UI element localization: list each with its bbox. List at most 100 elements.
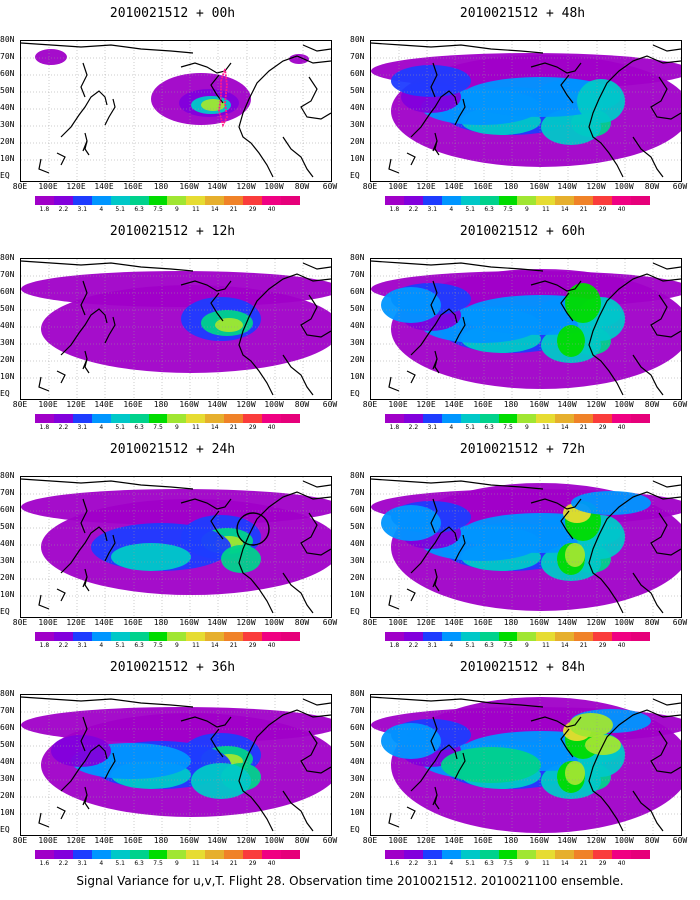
- lat-tick-label: 10N: [350, 155, 365, 163]
- colorbar-label: 7.5: [503, 424, 513, 431]
- colorbar-swatch: [460, 414, 480, 423]
- coastline: [434, 358, 440, 374]
- coastline: [410, 308, 458, 356]
- colorbar-label: 2.2: [58, 206, 69, 213]
- colorbar-swatch: [498, 850, 518, 859]
- coastline: [56, 588, 66, 602]
- colorbar-label: 21: [229, 860, 238, 867]
- coastline: [410, 526, 458, 574]
- colorbar-label: 11: [192, 860, 200, 867]
- colorbar-swatch: [148, 850, 168, 859]
- lon-tick-label: 120E: [66, 836, 86, 845]
- lon-tick-label: 160E: [473, 182, 493, 191]
- colorbar-label: 1.8: [39, 424, 50, 431]
- lat-tick-label: 30N: [0, 775, 15, 783]
- lon-tick-label: 100W: [264, 618, 284, 627]
- map-svg: [371, 41, 681, 181]
- panel-title: 2010021512 + 84h: [459, 660, 586, 675]
- lon-tick-label: 160W: [529, 836, 549, 845]
- lat-tick-label: 40N: [0, 322, 15, 330]
- colorbar-label: 3.1: [77, 206, 88, 213]
- lon-tick-label: 180: [153, 618, 169, 627]
- lat-tick-label: 50N: [0, 305, 15, 313]
- lon-tick-label: 140W: [557, 836, 577, 845]
- lon-tick-label: 80W: [644, 182, 660, 191]
- colorbar-label: 29: [248, 642, 257, 649]
- colorbar-label: 5.1: [115, 642, 125, 649]
- lon-tick-label: 160W: [529, 400, 549, 409]
- coastline: [302, 480, 331, 488]
- colorbar-labels: 1.6 2.2 3.1 4 5.1 6.3 7.5 9 11 14 21 29 40: [378, 861, 658, 869]
- colorbar: [35, 850, 300, 859]
- coastline: [371, 42, 544, 54]
- flight-track: [218, 68, 228, 128]
- coastline: [588, 491, 681, 614]
- lat-tick-label: 50N: [0, 523, 15, 531]
- coastline: [454, 534, 466, 562]
- colorbar-swatch: [129, 850, 149, 859]
- colorbar-label: 1.8: [389, 206, 400, 213]
- lon-tick-label: 140E: [94, 400, 114, 409]
- lon-tick-label: 80W: [294, 836, 310, 845]
- lat-tick-label: 30N: [0, 121, 15, 129]
- lon-tick-label: 140W: [557, 618, 577, 627]
- colorbar-swatch: [441, 850, 461, 859]
- colorbar-label: 5.1: [115, 860, 125, 867]
- lon-tick-label: 180: [153, 182, 169, 191]
- lon-tick-label: 80W: [644, 618, 660, 627]
- coastline: [282, 354, 314, 396]
- variance-contour: [381, 287, 441, 323]
- lat-tick-label: 80N: [350, 254, 365, 262]
- colorbar: [35, 414, 300, 423]
- colorbar-label: 7.5: [153, 642, 163, 649]
- coastline: [60, 744, 108, 792]
- colorbar-swatch: [574, 196, 594, 205]
- coastline: [371, 478, 544, 490]
- lat-tick-label: 30N: [350, 121, 365, 129]
- colorbar-label: 29: [248, 424, 257, 431]
- lon-tick-label: 60W: [672, 618, 688, 627]
- colorbar-swatch: [441, 632, 461, 641]
- lat-tick-label: 40N: [350, 104, 365, 112]
- colorbar-label: 11: [192, 206, 200, 213]
- colorbar-labels: 1.8 2.2 3.1 4 5.1 6.3 7.5 9 11 14 21 29 40: [28, 425, 308, 433]
- coastline: [84, 140, 90, 156]
- lat-tick-label: 30N: [0, 339, 15, 347]
- variance-contour: [571, 491, 651, 515]
- colorbar-label: 21: [579, 206, 588, 213]
- colorbar-swatch: [574, 632, 594, 641]
- colorbar-swatch: [517, 196, 537, 205]
- coastline: [80, 716, 88, 752]
- variance-contour: [565, 283, 601, 323]
- map-svg: [371, 259, 681, 399]
- coastline: [104, 534, 116, 562]
- colorbar-label: 7.5: [153, 206, 163, 213]
- map-svg: [21, 695, 331, 835]
- variance-map: [370, 258, 682, 400]
- colorbar-label: 5.1: [465, 642, 475, 649]
- variance-map: [20, 258, 332, 400]
- colorbar-label: 29: [598, 206, 607, 213]
- colorbar-label: 6.3: [134, 424, 144, 431]
- coastline: [454, 752, 466, 780]
- lat-tick-label: EQ: [350, 826, 360, 834]
- coastline: [84, 576, 90, 592]
- colorbar-swatch: [517, 414, 537, 423]
- lat-tick-label: EQ: [350, 608, 360, 616]
- colorbar-swatch: [422, 850, 442, 859]
- lat-tick-label: 70N: [350, 53, 365, 61]
- lon-tick-label: 100E: [388, 400, 408, 409]
- colorbar-swatch: [262, 850, 281, 859]
- coastline: [80, 498, 88, 534]
- colorbar-swatch: [630, 196, 650, 205]
- lat-tick-label: 20N: [0, 574, 15, 582]
- panel-title: 2010021512 + 24h: [109, 442, 236, 457]
- lon-tick-label: 100W: [614, 400, 634, 409]
- coastline: [650, 730, 681, 774]
- colorbar-label: 14: [210, 860, 219, 867]
- colorbar-swatch: [72, 196, 92, 205]
- colorbar-swatch: [91, 632, 111, 641]
- colorbar: [385, 850, 650, 859]
- colorbar-label: 40: [617, 424, 626, 431]
- colorbar-swatch: [243, 632, 263, 641]
